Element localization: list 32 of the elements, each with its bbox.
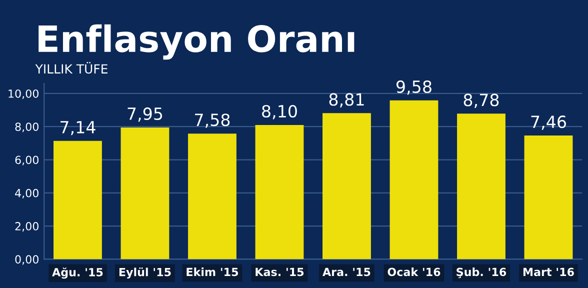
data-label: 8,81 [329,93,364,108]
y-tick-label: 6,00 [15,156,38,166]
data-label: 8,10 [262,104,297,120]
x-tick-label: Mart '16 [523,268,574,276]
data-label: 9,58 [396,80,432,95]
x-tick-label: Ara. '15 [322,268,370,276]
chart-subtitle: YILLIK TÜFE [35,62,108,74]
x-tick-label: Eylül '15 [119,268,171,279]
x-tick-label: Ağu. '15 [52,268,103,279]
bar [54,140,102,260]
y-tick-label: 8,00 [15,122,38,132]
x-tick-label: Ekim '15 [186,268,238,276]
bar [255,124,304,260]
data-label: 7,14 [60,121,96,136]
x-tick-label: Ocak '16 [388,268,440,276]
data-label: 7,95 [128,107,162,122]
chart-title: Enflasyon Oranı [38,24,354,60]
data-label: 7,58 [195,114,230,128]
y-tick-label: 10,00 [8,89,38,99]
data-label: 8,78 [464,94,499,108]
bar [120,127,170,260]
y-tick-label: 4,00 [15,188,38,198]
data-label: 7,46 [531,116,566,130]
y-tick-label: 2,00 [15,222,38,232]
x-tick-label: Şub. '16 [456,268,506,278]
bar [457,114,506,260]
bar [322,113,371,260]
bar [524,136,573,260]
bar [188,134,236,260]
y-tick-label: 0,00 [15,255,38,265]
x-tick-label: Kas. '15 [256,268,304,276]
bar [390,100,438,260]
